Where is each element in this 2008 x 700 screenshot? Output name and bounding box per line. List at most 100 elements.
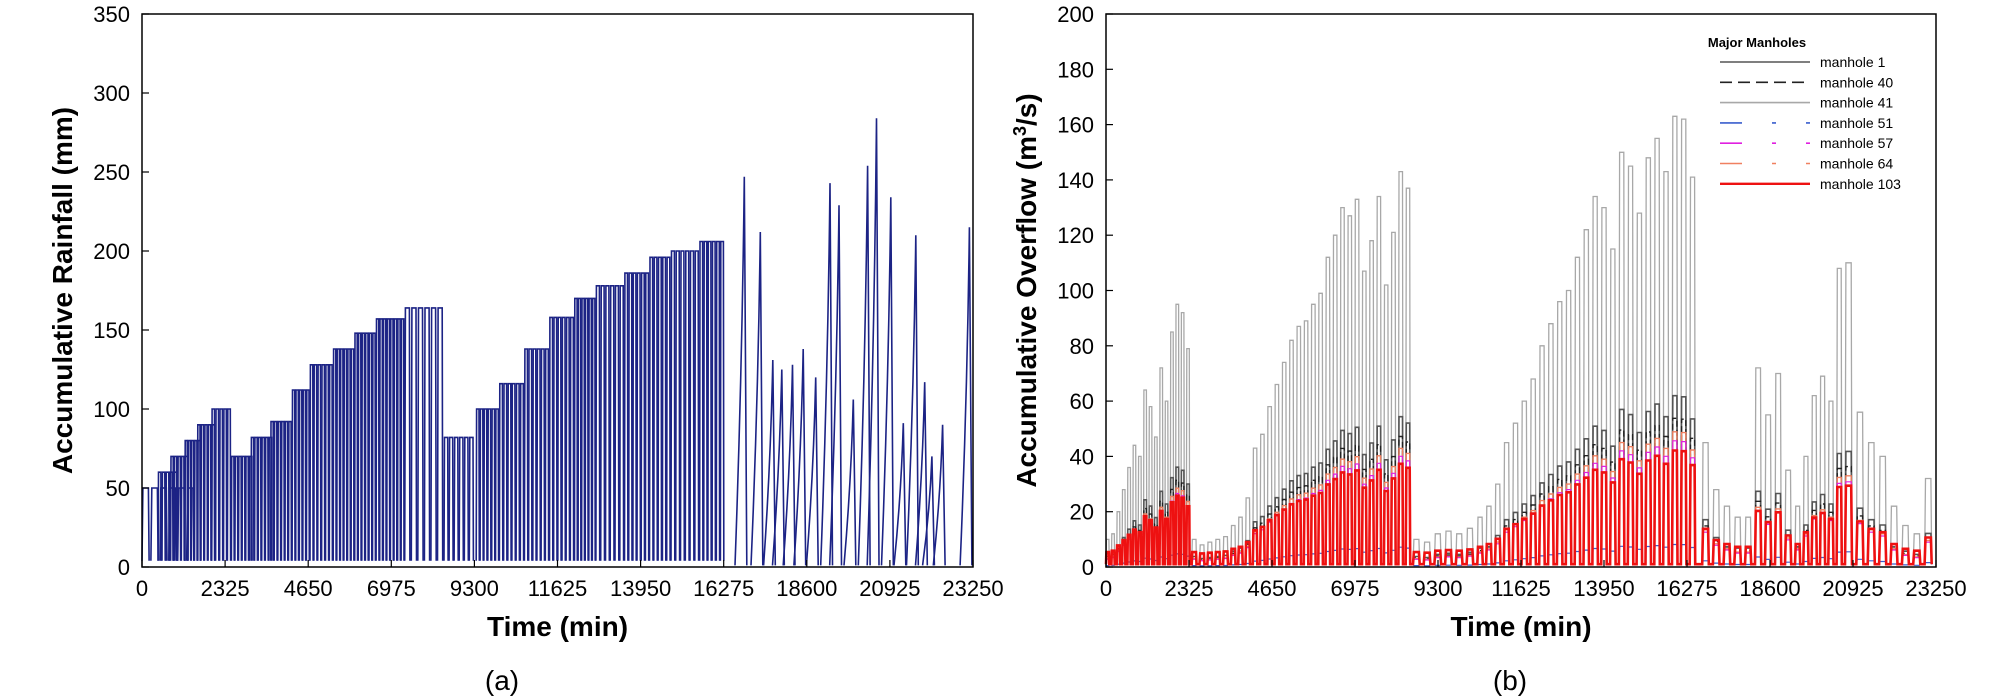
rainfall-curve: [298, 389, 303, 561]
overflow-y-tick-label: 20: [1070, 500, 1094, 525]
rainfall-curve: [640, 272, 646, 561]
rainfall-curve: [190, 439, 195, 561]
rainfall-curve: [490, 408, 496, 561]
rainfall-x-tick-label: 23250: [942, 576, 1003, 601]
overflow-x-tick-label: 13950: [1573, 576, 1634, 601]
rainfall-curve: [494, 408, 500, 561]
rainfall-curve: [483, 408, 488, 561]
rainfall-spike: [771, 369, 786, 566]
rainfall-curve: [573, 297, 579, 561]
rainfall-y-tick-label: 100: [93, 397, 130, 422]
rainfall-curve: [161, 471, 166, 561]
rainfall-x-tick-label: 20925: [859, 576, 920, 601]
rainfall-curve: [176, 455, 182, 561]
rainfall-curve: [350, 348, 355, 561]
overflow-y-tick-label: 40: [1070, 444, 1094, 469]
rainfall-curve: [548, 316, 554, 561]
rainfall-spike: [959, 227, 973, 566]
rainfall-curve: [498, 382, 504, 561]
overflow-y-ticks: 0 20 40 60 80 100 120 140 160 180 200: [1057, 2, 1113, 580]
rainfall-curve: [715, 240, 721, 561]
rainfall-curve: [604, 285, 611, 561]
rainfall-curve: [468, 436, 475, 561]
rainfall-curve: [328, 364, 334, 561]
rainfall-curve: [536, 348, 542, 561]
rainfall-curve: [253, 436, 259, 561]
rainfall-x-axis-label: Time (min): [487, 611, 628, 642]
overflow-x-tick-label: 0: [1100, 576, 1112, 601]
rainfall-curve: [260, 436, 266, 561]
rainfall-curve: [689, 250, 695, 561]
rainfall-curve: [280, 420, 286, 561]
rainfall-curve: [346, 348, 352, 561]
rainfall-curve: [511, 382, 517, 561]
rainfall-curve: [269, 420, 275, 561]
rainfall-x-tick-label: 4650: [284, 576, 333, 601]
rainfall-curve: [264, 436, 269, 561]
rainfall-curve: [180, 455, 185, 561]
rainfall-x-tick-label: 6975: [367, 576, 416, 601]
rainfall-curve: [475, 408, 481, 561]
rainfall-curve: [273, 420, 278, 561]
rainfall-curve: [436, 307, 444, 561]
rainfall-curve: [218, 408, 224, 561]
rainfall-curve: [241, 455, 246, 561]
rainfall-curve: [552, 316, 558, 561]
rainfall-curve: [443, 436, 449, 561]
rainfall-curve: [665, 256, 671, 561]
rainfall-plot-lines: [141, 118, 973, 566]
rainfall-curve: [430, 307, 437, 561]
rainfall-spike: [893, 423, 907, 566]
rainfall-curve: [403, 307, 411, 561]
legend-title: Major Manholes: [1708, 35, 1806, 50]
rainfall-curve: [357, 332, 362, 561]
overflow-y-tick-label: 140: [1057, 168, 1094, 193]
rainfall-spike: [734, 176, 748, 566]
rainfall-curve: [309, 364, 314, 561]
rainfall-x-tick-label: 11625: [528, 576, 588, 601]
overflow-x-tick-label: 18600: [1739, 576, 1800, 601]
overflow-y-tick-label: 60: [1070, 389, 1094, 414]
overflow-x-tick-label: 11625: [1491, 576, 1551, 601]
rainfall-curve: [595, 285, 601, 561]
rainfall-curve: [453, 436, 459, 561]
rainfall-curve: [157, 471, 162, 561]
rainfall-curve: [234, 455, 239, 561]
overflow-legend: Major Manholes manhole 1 manhole 40 manhole…: [1708, 35, 1901, 192]
rainfall-curve: [584, 297, 589, 561]
rainfall-y-ticks: 0 50 100 150 200 250 300 350: [93, 2, 149, 580]
rainfall-spike: [843, 399, 857, 566]
rainfall-curve: [507, 382, 512, 561]
rainfall-curve: [187, 439, 192, 561]
rainfall-curve: [694, 250, 700, 561]
rainfall-x-tick-label: 2325: [201, 576, 250, 601]
rainfall-x-tick-label: 18600: [776, 576, 837, 601]
rainfall-curve: [396, 318, 402, 561]
rainfall-curve: [463, 436, 470, 561]
rainfall-curve: [196, 424, 202, 561]
rainfall-spike: [793, 348, 807, 566]
overflow-y-label-prefix: Accumulative Overflow (m: [1011, 136, 1042, 488]
rainfall-curve: [679, 250, 686, 561]
rainfall-curve: [361, 332, 366, 561]
rainfall-x-tick-label: 13950: [610, 576, 671, 601]
rainfall-curve: [277, 420, 282, 561]
rainfall-curve: [540, 348, 546, 561]
rainfall-curve: [230, 455, 235, 561]
rainfall-curve: [141, 487, 150, 561]
rainfall-curve: [619, 285, 625, 561]
rainfall-curve: [707, 240, 712, 561]
rainfall-curve: [674, 250, 681, 561]
rainfall-curve: [313, 364, 318, 561]
rainfall-y-tick-label: 300: [93, 81, 130, 106]
overflow-chart: 0 2325 4650 6975 9300 11625 13950 16275 18600 209…: [1010, 2, 1967, 696]
rainfall-chart: 0 2325 4650 6975 9300 11625 13950 16275 18600 209…: [47, 2, 1004, 696]
rainfall-curve: [222, 408, 228, 561]
overflow-x-tick-label: 23250: [1905, 576, 1966, 601]
overflow-x-tick-label: 16275: [1656, 576, 1717, 601]
legend-item-label: manhole 64: [1820, 156, 1893, 172]
overflow-x-tick-label: 20925: [1822, 576, 1883, 601]
overflow-x-tick-label: 9300: [1414, 576, 1463, 601]
rainfall-curve: [150, 487, 159, 561]
rainfall-curve: [210, 408, 216, 561]
